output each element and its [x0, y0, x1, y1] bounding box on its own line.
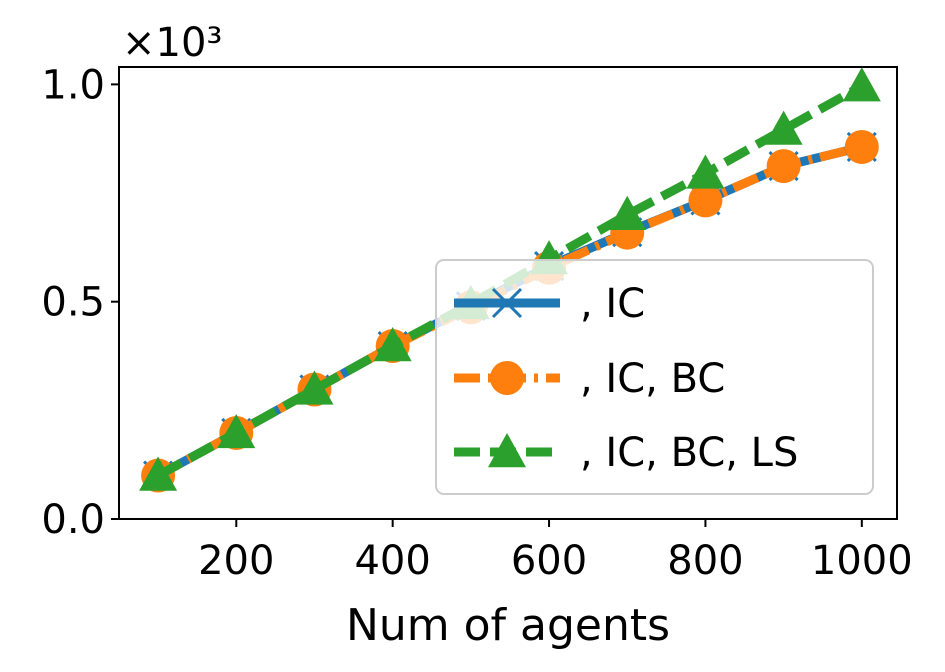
x-tick-label: 600	[511, 538, 587, 584]
series-2-point	[844, 129, 879, 164]
legend-marker-1-stroke-b	[491, 287, 523, 319]
legend: , IC , IC, BC , IC, BC, LS	[435, 259, 874, 495]
x-axis: 200 400 600 800 1000	[198, 519, 913, 584]
series-2-line	[155, 142, 863, 480]
series-3-point	[608, 195, 647, 230]
legend-label-3: , IC, BC, LS	[580, 430, 798, 476]
y-tick-label: 0.0	[41, 497, 105, 543]
legend-marker-2	[490, 361, 524, 395]
series-2-point	[766, 149, 801, 184]
y-tick-label: 1.0	[41, 62, 105, 108]
series-3-point	[373, 327, 412, 362]
legend-marker-1	[491, 287, 523, 319]
series-3-point	[842, 67, 881, 102]
x-tick-label: 200	[198, 538, 274, 584]
series-3-point	[295, 370, 334, 405]
x-tick-label: 400	[354, 538, 430, 584]
series-3-point	[686, 154, 725, 189]
legend-box	[435, 259, 874, 495]
series-3-point	[139, 456, 178, 491]
y-axis: 0.0 0.5 1.0	[41, 62, 119, 543]
legend-label-2: , IC, BC	[580, 356, 725, 402]
series-3-point	[764, 110, 803, 145]
x-axis-label: Num of agents	[346, 600, 670, 651]
plot-frame	[118, 66, 898, 520]
series-3-point	[217, 413, 256, 449]
y-tick-label: 0.5	[41, 280, 105, 326]
legend-marker-3	[488, 433, 526, 468]
x-tick-label: 800	[667, 538, 743, 584]
series-2-point	[688, 183, 723, 218]
legend-label-1: , IC	[580, 281, 645, 327]
y-offset-label: ×10³	[122, 20, 222, 66]
x-tick-label: 1000	[811, 538, 913, 584]
